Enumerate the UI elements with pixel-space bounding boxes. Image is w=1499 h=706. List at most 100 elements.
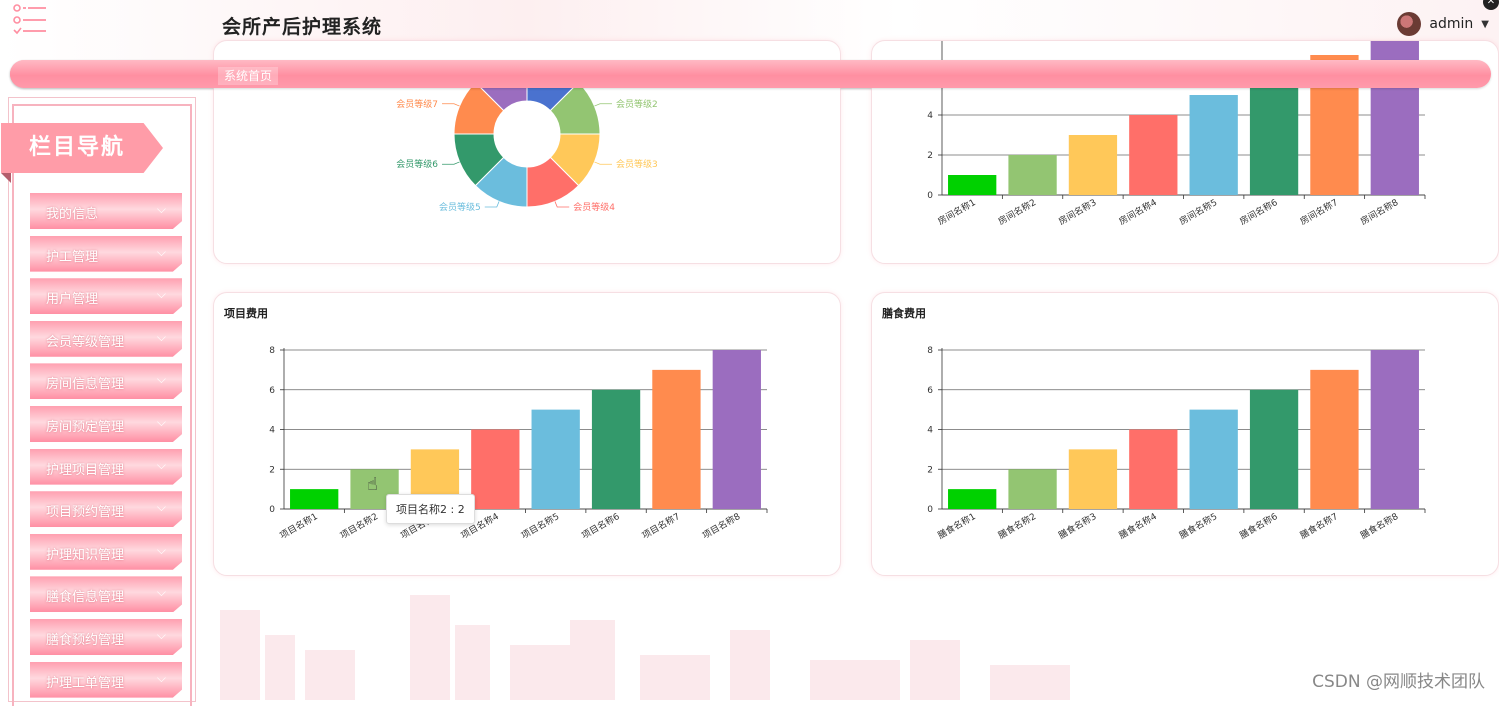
bar-7	[1310, 369, 1359, 509]
sidebar-item-11[interactable]: 膳食预约管理 ⌵	[30, 619, 182, 655]
user-name: admin	[1429, 16, 1474, 32]
sidebar-item-label: 会员等级管理	[46, 334, 125, 350]
x-tick-label: 膳食名称8	[1358, 510, 1400, 541]
x-tick-label: 膳食名称4	[1117, 510, 1159, 541]
sidebar-title: 栏目导航	[1, 123, 163, 173]
header: 会所产后护理系统 admin ▼ ✕	[0, 0, 1499, 56]
close-icon[interactable]: ✕	[1483, 0, 1499, 10]
sidebar-item-label: 护理知识管理	[46, 547, 125, 563]
sidebar-item-6[interactable]: 房间预定管理 ⌵	[30, 406, 182, 442]
hand-cursor-icon: ☝	[367, 474, 378, 495]
y-tick-label: 2	[269, 465, 275, 475]
watermark: CSDN @网顺技术团队	[1312, 672, 1485, 692]
bar-3	[1068, 135, 1118, 195]
x-tick-label: 项目名称5	[519, 510, 561, 541]
sidebar-item-12[interactable]: 护理工单管理 ⌵	[30, 661, 182, 698]
x-tick-label: 膳食名称6	[1237, 510, 1279, 541]
sidebar-item-label: 房间信息管理	[46, 377, 125, 393]
user-menu[interactable]: admin ▼	[1397, 12, 1489, 36]
bar-5	[531, 409, 580, 509]
pie-label: 会员等级6	[396, 158, 438, 170]
sidebar-item-3[interactable]: 用户管理 ⌵	[30, 278, 182, 315]
sidebar-item-label: 房间预定管理	[46, 420, 125, 435]
pie-leader	[484, 201, 500, 208]
y-tick-label: 0	[269, 505, 275, 515]
x-tick-label: 房间名称5	[1177, 196, 1219, 227]
y-tick-label: 4	[927, 111, 933, 121]
sidebar-item-label: 用户管理	[46, 292, 99, 308]
pie-label: 会员等级5	[439, 201, 481, 213]
panel-title-meal-fee: 膳食费用	[882, 307, 926, 320]
panel-project-fee: 项目费用 0 2 4 6 8 项目名称1 项目名称2 项目名称3 项目名称4 项目名称5 项目名称6…	[213, 292, 841, 576]
chevron-down-icon: ⌵	[156, 415, 166, 429]
sidebar-item-2[interactable]: 护工管理 ⌵	[30, 235, 182, 272]
sidebar-item-5[interactable]: 房间信息管理 ⌵	[30, 363, 182, 400]
y-tick-label: 0	[927, 191, 933, 201]
panel-title-project-fee: 项目费用	[224, 307, 268, 320]
bar-8	[1370, 350, 1419, 509]
x-tick-label: 房间名称7	[1298, 196, 1340, 227]
chevron-down-icon: ⌵	[156, 244, 166, 259]
y-tick-label: 0	[927, 505, 933, 515]
y-tick-label: 8	[269, 346, 275, 356]
x-tick-label: 项目名称8	[700, 510, 742, 541]
sidebar-item-label: 项目预约管理	[46, 505, 125, 521]
sidebar-item-7[interactable]: 护理项目管理 ⌵	[30, 448, 182, 485]
bar-3	[1068, 449, 1118, 509]
chart-tooltip: 项目名称2 : 2	[386, 494, 475, 524]
menu-list-icon[interactable]	[12, 4, 50, 36]
avatar	[1397, 12, 1422, 36]
bar-6	[591, 389, 641, 509]
meal-fee-bar-chart: 0 2 4 6 8 膳食名称1 膳食名称2 膳食名称3 膳食名称4 膳食名称5 膳食名称6 膳食名称7…	[927, 346, 1426, 541]
sidebar-item-label: 护理工单管理	[46, 675, 125, 691]
pie-leader	[594, 161, 612, 165]
x-tick-label: 房间名称4	[1117, 196, 1159, 227]
pie-leader	[594, 103, 612, 107]
bar-4	[1129, 429, 1178, 509]
chevron-down-icon: ⌵	[156, 585, 166, 600]
city-background	[220, 595, 1070, 700]
bar-6	[1249, 75, 1299, 195]
pie-label: 会员等级2	[616, 98, 658, 110]
caret-down-icon: ▼	[1481, 18, 1489, 30]
chevron-down-icon: ⌵	[156, 628, 166, 642]
sidebar-item-10[interactable]: 膳食信息管理 ⌵	[30, 576, 182, 613]
sidebar-item-9[interactable]: 护理知识管理 ⌵	[30, 533, 182, 570]
bar-5	[1189, 409, 1238, 509]
nav-bar-overlay	[10, 60, 1491, 88]
chevron-down-icon: ⌵	[156, 670, 166, 685]
y-tick-label: 2	[927, 151, 933, 161]
bar-7	[652, 369, 701, 509]
app-title: 会所产后护理系统	[222, 16, 383, 38]
bar-8	[712, 350, 761, 509]
x-tick-label: 房间名称1	[936, 196, 978, 227]
chevron-down-icon: ⌵	[156, 372, 166, 387]
bar-5	[1189, 95, 1238, 195]
bar-4	[471, 429, 520, 509]
y-tick-label: 6	[927, 386, 933, 396]
pie-leader	[442, 103, 460, 107]
sidebar-frame	[12, 104, 192, 706]
sidebar-item-1[interactable]: 我的信息 ⌵	[30, 193, 182, 229]
pie-leader	[442, 161, 460, 165]
y-tick-label: 2	[927, 465, 933, 475]
breadcrumb-home-label[interactable]: 系统首页	[218, 67, 279, 85]
chevron-down-icon: ⌵	[156, 500, 166, 515]
bar-2	[1008, 469, 1057, 509]
x-tick-label: 房间名称8	[1358, 196, 1400, 227]
bar-1	[948, 489, 997, 509]
x-tick-label: 膳食名称7	[1298, 510, 1340, 541]
x-tick-label: 项目名称1	[278, 510, 320, 541]
sidebar-item-label: 膳食信息管理	[46, 590, 125, 606]
pie-label: 会员等级7	[396, 98, 438, 110]
pie-label: 会员等级4	[573, 201, 615, 213]
sidebar-item-label: 膳食预约管理	[46, 633, 125, 648]
x-tick-label: 膳食名称1	[936, 510, 978, 541]
sidebar-item-8[interactable]: 项目预约管理 ⌵	[30, 491, 182, 528]
y-tick-label: 6	[269, 386, 275, 396]
sidebar-item-label: 我的信息	[46, 207, 99, 222]
chevron-down-icon: ⌵	[156, 202, 166, 216]
x-tick-label: 膳食名称3	[1056, 510, 1098, 541]
sidebar-item-4[interactable]: 会员等级管理 ⌵	[30, 320, 182, 357]
